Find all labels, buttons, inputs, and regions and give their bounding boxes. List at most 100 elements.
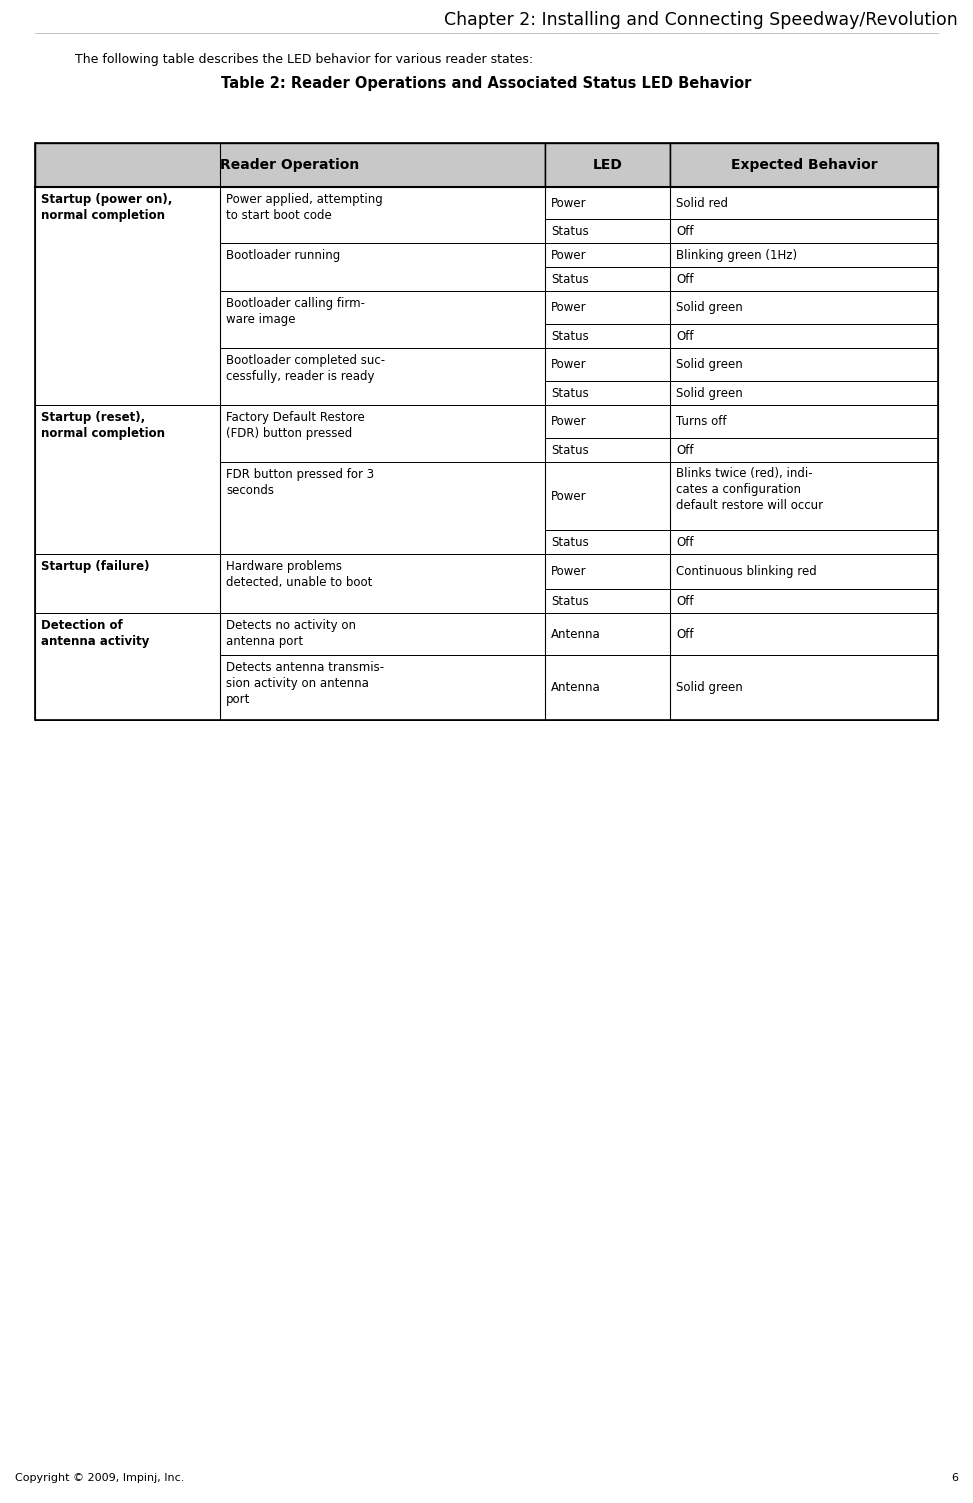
Text: Status: Status xyxy=(551,535,589,549)
Bar xyxy=(35,143,938,720)
Bar xyxy=(545,292,670,325)
Bar xyxy=(545,461,670,531)
Bar xyxy=(545,531,670,555)
Text: Blinks twice (red), indi-
cates a configuration
default restore will occur: Blinks twice (red), indi- cates a config… xyxy=(676,467,823,513)
Bar xyxy=(220,555,545,613)
Text: Antenna: Antenna xyxy=(551,627,600,640)
Text: Startup (reset),
normal completion: Startup (reset), normal completion xyxy=(41,410,165,440)
Text: Table 2: Reader Operations and Associated Status LED Behavior: Table 2: Reader Operations and Associate… xyxy=(221,77,751,92)
Bar xyxy=(670,292,938,325)
Bar xyxy=(220,186,545,243)
Bar xyxy=(545,555,670,589)
Bar xyxy=(670,461,938,531)
Bar xyxy=(670,613,938,655)
Text: The following table describes the LED behavior for various reader states:: The following table describes the LED be… xyxy=(75,53,533,66)
Text: Solid green: Solid green xyxy=(676,358,742,371)
Text: Blinking green (1Hz): Blinking green (1Hz) xyxy=(676,248,797,262)
Text: Off: Off xyxy=(676,627,694,640)
Bar xyxy=(220,292,545,349)
Text: Chapter 2: Installing and Connecting Speedway/Revolution: Chapter 2: Installing and Connecting Spe… xyxy=(445,11,958,29)
Bar xyxy=(670,555,938,589)
Bar xyxy=(545,380,670,404)
Text: Solid red: Solid red xyxy=(676,197,728,209)
Bar xyxy=(545,143,670,186)
Bar xyxy=(35,143,545,186)
Text: Solid green: Solid green xyxy=(676,681,742,694)
Bar xyxy=(545,404,670,437)
Bar xyxy=(35,613,220,720)
Bar xyxy=(545,349,670,380)
Text: Off: Off xyxy=(676,535,694,549)
Text: Power: Power xyxy=(551,358,587,371)
Text: Status: Status xyxy=(551,272,589,286)
Bar xyxy=(670,325,938,349)
Text: Off: Off xyxy=(676,443,694,457)
Text: Power: Power xyxy=(551,565,587,579)
Text: Detection of
antenna activity: Detection of antenna activity xyxy=(41,619,150,648)
Text: Power: Power xyxy=(551,197,587,209)
Bar xyxy=(670,219,938,243)
Bar xyxy=(670,655,938,720)
Text: Hardware problems
detected, unable to boot: Hardware problems detected, unable to bo… xyxy=(226,561,373,589)
Bar xyxy=(545,186,670,219)
Text: Status: Status xyxy=(551,224,589,237)
Text: Status: Status xyxy=(551,386,589,400)
Text: Off: Off xyxy=(676,595,694,607)
Text: Startup (power on),
normal completion: Startup (power on), normal completion xyxy=(41,192,172,222)
Text: Solid green: Solid green xyxy=(676,301,742,314)
Bar xyxy=(545,655,670,720)
Text: Power: Power xyxy=(551,415,587,428)
Bar xyxy=(220,349,545,404)
Text: 6: 6 xyxy=(951,1473,958,1483)
Text: Expected Behavior: Expected Behavior xyxy=(731,158,878,171)
Bar xyxy=(670,268,938,292)
Text: Turns off: Turns off xyxy=(676,415,727,428)
Text: Status: Status xyxy=(551,329,589,343)
Text: LED: LED xyxy=(593,158,623,171)
Text: Copyright © 2009, Impinj, Inc.: Copyright © 2009, Impinj, Inc. xyxy=(15,1473,184,1483)
Text: Startup (failure): Startup (failure) xyxy=(41,561,150,573)
Text: Detects no activity on
antenna port: Detects no activity on antenna port xyxy=(226,619,356,648)
Text: Antenna: Antenna xyxy=(551,681,600,694)
Bar xyxy=(670,531,938,555)
Bar xyxy=(670,143,938,186)
Bar xyxy=(545,219,670,243)
Bar xyxy=(220,655,545,720)
Text: Continuous blinking red: Continuous blinking red xyxy=(676,565,816,579)
Text: Off: Off xyxy=(676,224,694,237)
Bar xyxy=(670,380,938,404)
Bar xyxy=(670,186,938,219)
Bar xyxy=(220,613,545,655)
Bar xyxy=(545,613,670,655)
Text: Bootloader running: Bootloader running xyxy=(226,249,341,262)
Text: Reader Operation: Reader Operation xyxy=(220,158,360,171)
Text: Off: Off xyxy=(676,329,694,343)
Text: Solid green: Solid green xyxy=(676,386,742,400)
Bar xyxy=(545,243,670,268)
Text: Factory Default Restore
(FDR) button pressed: Factory Default Restore (FDR) button pre… xyxy=(226,410,365,440)
Bar xyxy=(220,404,545,461)
Text: Status: Status xyxy=(551,443,589,457)
Bar xyxy=(220,243,545,292)
Text: Bootloader calling firm-
ware image: Bootloader calling firm- ware image xyxy=(226,298,365,326)
Bar xyxy=(670,589,938,613)
Bar xyxy=(670,243,938,268)
Text: Power: Power xyxy=(551,301,587,314)
Bar xyxy=(545,268,670,292)
Text: Off: Off xyxy=(676,272,694,286)
Bar xyxy=(220,461,545,555)
Bar xyxy=(670,404,938,437)
Bar xyxy=(670,437,938,461)
Bar xyxy=(670,349,938,380)
Text: Bootloader completed suc-
cessfully, reader is ready: Bootloader completed suc- cessfully, rea… xyxy=(226,355,385,383)
Bar xyxy=(35,404,220,555)
Text: Power applied, attempting
to start boot code: Power applied, attempting to start boot … xyxy=(226,192,382,222)
Bar xyxy=(545,589,670,613)
Text: Power: Power xyxy=(551,248,587,262)
Bar xyxy=(545,437,670,461)
Text: FDR button pressed for 3
seconds: FDR button pressed for 3 seconds xyxy=(226,467,375,497)
Bar xyxy=(35,555,220,613)
Text: Status: Status xyxy=(551,595,589,607)
Bar xyxy=(545,325,670,349)
Bar xyxy=(35,186,220,404)
